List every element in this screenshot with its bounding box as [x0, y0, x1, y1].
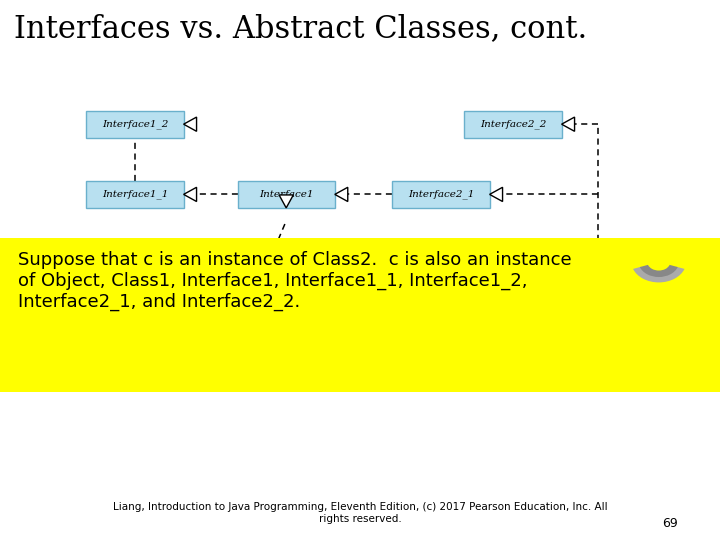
FancyBboxPatch shape	[65, 259, 151, 286]
Text: 69: 69	[662, 517, 678, 530]
Polygon shape	[335, 187, 348, 201]
Text: Suppose that c is an instance of Class2.  c is also an instance
of Object, Class: Suppose that c is an instance of Class2.…	[18, 251, 572, 311]
FancyBboxPatch shape	[86, 111, 184, 138]
Polygon shape	[151, 266, 164, 280]
Text: Interface1_1: Interface1_1	[102, 190, 168, 199]
FancyBboxPatch shape	[392, 181, 490, 208]
Wedge shape	[640, 265, 678, 277]
Polygon shape	[279, 195, 293, 208]
Polygon shape	[313, 266, 326, 280]
FancyBboxPatch shape	[238, 181, 335, 208]
Polygon shape	[184, 187, 197, 201]
Text: Class1: Class1	[253, 268, 287, 277]
Text: Interface2_1: Interface2_1	[408, 190, 474, 199]
Text: Interface2_2: Interface2_2	[480, 119, 546, 129]
Text: Interface1_2: Interface1_2	[102, 119, 168, 129]
Polygon shape	[562, 117, 575, 131]
FancyBboxPatch shape	[227, 259, 313, 286]
Text: Liang, Introduction to Java Programming, Eleventh Edition, (c) 2017 Pearson Educ: Liang, Introduction to Java Programming,…	[113, 502, 607, 524]
Polygon shape	[184, 117, 197, 131]
Text: Interface1: Interface1	[259, 190, 313, 199]
FancyBboxPatch shape	[454, 259, 540, 286]
Text: Interfaces vs. Abstract Classes, cont.: Interfaces vs. Abstract Classes, cont.	[14, 14, 588, 44]
FancyBboxPatch shape	[86, 181, 184, 208]
Polygon shape	[490, 187, 503, 201]
Text: Class2: Class2	[480, 268, 514, 277]
Wedge shape	[633, 267, 685, 282]
Bar	[0, 238, 720, 392]
Text: Object: Object	[91, 268, 125, 277]
FancyBboxPatch shape	[464, 111, 562, 138]
